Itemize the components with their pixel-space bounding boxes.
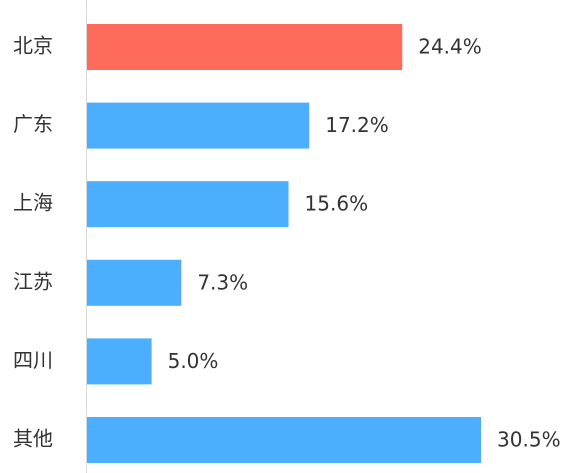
- category-label: 北京: [13, 34, 53, 58]
- bar: [87, 24, 403, 70]
- value-label: 17.2%: [325, 113, 389, 137]
- value-label: 15.6%: [305, 192, 369, 216]
- bar: [87, 338, 152, 385]
- category-label: 其他: [13, 427, 53, 451]
- category-label: 江苏: [13, 269, 53, 293]
- category-label: 上海: [13, 191, 53, 215]
- value-label: 30.5%: [497, 428, 561, 452]
- category-label: 四川: [13, 348, 53, 372]
- bar: [87, 181, 289, 228]
- bar: [87, 259, 182, 306]
- value-label: 7.3%: [197, 270, 248, 294]
- bar: [87, 102, 310, 149]
- category-label: 广东: [13, 112, 53, 136]
- value-label: 24.4%: [418, 35, 482, 59]
- bar: [87, 417, 482, 463]
- value-label: 5.0%: [168, 349, 219, 373]
